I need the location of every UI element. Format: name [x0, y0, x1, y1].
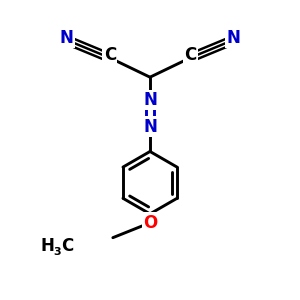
- Text: N: N: [60, 29, 74, 47]
- Text: C: C: [184, 46, 196, 64]
- Text: C: C: [61, 237, 73, 255]
- Text: O: O: [143, 214, 157, 232]
- Text: N: N: [143, 118, 157, 136]
- Text: N: N: [226, 29, 240, 47]
- Text: C: C: [104, 46, 116, 64]
- Text: 3: 3: [53, 247, 61, 257]
- Text: H: H: [40, 237, 54, 255]
- Text: N: N: [143, 91, 157, 109]
